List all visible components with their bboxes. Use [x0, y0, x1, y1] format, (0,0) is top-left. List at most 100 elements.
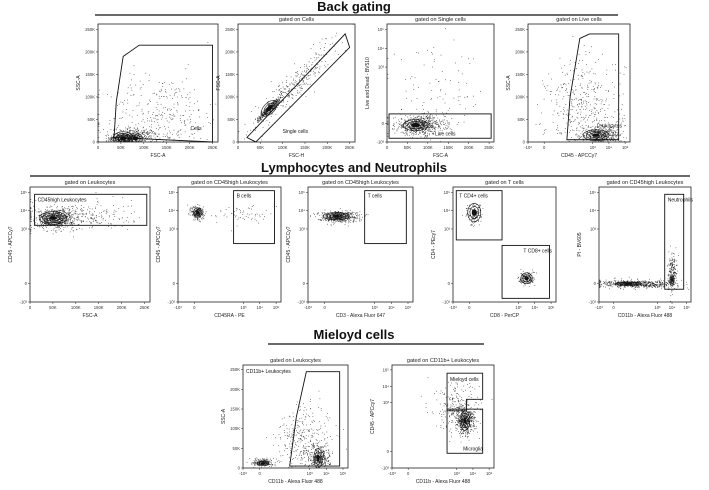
event-dot	[62, 215, 64, 216]
event-dot	[594, 73, 596, 75]
event-dot	[594, 131, 596, 133]
plot-frame	[386, 23, 495, 143]
event-dot	[613, 94, 615, 95]
event-dot	[402, 131, 404, 133]
event-dot	[404, 123, 406, 124]
event-dot	[411, 76, 413, 77]
event-dot	[148, 136, 150, 137]
event-dot	[604, 120, 606, 122]
event-dot	[425, 131, 427, 132]
event-dot	[572, 106, 574, 108]
x-tick-label: 10⁵	[273, 305, 280, 310]
event-dot	[438, 81, 440, 83]
event-dot	[43, 221, 45, 223]
event-dot	[420, 124, 421, 126]
event-dot	[608, 104, 610, 106]
event-dot	[587, 133, 588, 135]
event-dot	[237, 219, 239, 221]
event-dot	[321, 38, 323, 40]
event-dot	[137, 133, 139, 135]
event-dot	[51, 230, 53, 232]
event-dot	[602, 53, 603, 55]
event-dot	[302, 79, 303, 81]
event-dot	[140, 135, 142, 137]
event-dot	[110, 223, 112, 225]
event-dot	[415, 129, 417, 130]
event-dot	[130, 200, 132, 202]
event-dot	[262, 113, 263, 114]
event-dot	[420, 121, 422, 122]
event-dot	[130, 129, 132, 131]
event-dot	[98, 122, 100, 124]
event-dot	[140, 136, 142, 137]
event-dot	[609, 133, 611, 135]
event-dot	[95, 217, 97, 219]
event-dot	[127, 135, 129, 137]
event-dot	[427, 130, 428, 131]
event-dot	[319, 59, 320, 61]
event-dot	[610, 134, 612, 136]
event-dot	[432, 117, 434, 118]
event-dot	[609, 127, 611, 129]
event-dot	[141, 132, 143, 134]
event-dot	[157, 104, 159, 105]
event-dot	[43, 217, 45, 219]
event-dot	[296, 72, 298, 74]
event-dot	[110, 141, 112, 142]
event-dot	[160, 88, 162, 90]
event-dot	[582, 76, 583, 77]
event-dot	[60, 218, 62, 219]
event-dot	[69, 221, 71, 223]
event-dot	[202, 211, 204, 213]
event-dot	[46, 213, 47, 214]
event-dot	[177, 102, 178, 103]
event-dot	[49, 219, 51, 220]
event-dot	[426, 136, 427, 138]
event-dot	[571, 104, 573, 106]
event-dot	[267, 110, 268, 112]
event-dot	[431, 90, 433, 91]
event-dot	[588, 134, 589, 135]
event-dot	[428, 119, 430, 121]
event-dot	[136, 127, 138, 129]
event-dot	[169, 116, 170, 118]
event-dot	[466, 96, 468, 98]
event-dot	[268, 104, 269, 106]
event-dot	[53, 212, 54, 214]
event-dot	[141, 130, 143, 132]
event-dot	[131, 116, 133, 118]
event-dot	[588, 116, 589, 118]
event-dot	[66, 212, 68, 214]
event-dot	[609, 131, 611, 132]
event-dot	[42, 225, 44, 227]
event-dot	[604, 137, 605, 139]
event-dot	[100, 205, 102, 207]
event-dot	[435, 129, 436, 131]
event-dot	[572, 115, 573, 117]
event-dot	[135, 129, 136, 131]
event-dot	[44, 220, 46, 221]
event-dot	[257, 119, 259, 121]
event-dot	[132, 134, 133, 135]
event-dot	[255, 118, 256, 120]
event-dot	[63, 212, 65, 214]
event-dot	[418, 126, 420, 128]
event-dot	[77, 215, 78, 217]
event-dot	[412, 127, 414, 129]
event-dot	[133, 74, 135, 75]
event-dot	[73, 223, 75, 225]
event-dot	[163, 133, 165, 135]
event-dot	[427, 120, 429, 122]
event-dot	[615, 134, 617, 135]
x-tick-label: 200K	[322, 145, 332, 150]
event-dot	[417, 127, 419, 129]
y-tick-label: 0	[25, 281, 28, 286]
event-dot	[98, 114, 100, 115]
event-dot	[609, 128, 611, 130]
event-dot	[47, 219, 49, 220]
event-dot	[405, 129, 407, 131]
event-dot	[444, 128, 445, 130]
event-dot	[442, 111, 443, 113]
event-dot	[91, 218, 93, 220]
event-dot	[141, 131, 143, 133]
